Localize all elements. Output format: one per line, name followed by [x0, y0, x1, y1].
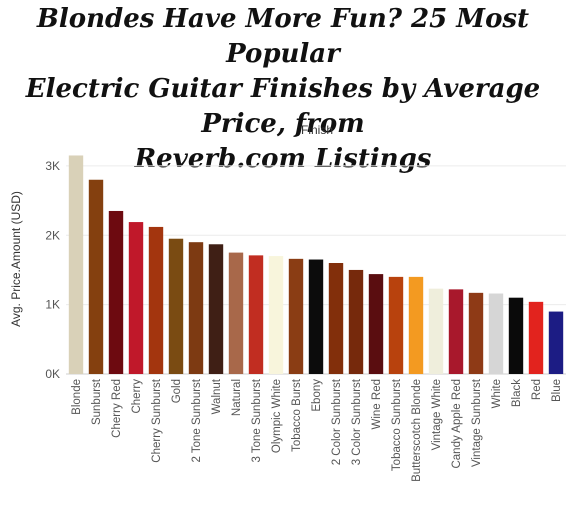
bar — [288, 258, 304, 374]
x-tick-label: Wine Red — [371, 379, 383, 430]
bars — [68, 155, 564, 374]
x-tick-label: White — [491, 379, 503, 408]
x-tick-label: 3 Color Sunburst — [351, 378, 363, 465]
y-axis-title: Avg. Price.Amount (USD) — [9, 191, 23, 327]
x-tick-label: Natural — [231, 379, 243, 416]
bar — [248, 255, 264, 374]
x-tick-label: Tobacco Sunburst — [391, 378, 403, 471]
bar — [188, 242, 204, 374]
y-tick-label: 2K — [45, 228, 60, 242]
bar — [68, 155, 84, 374]
bar — [108, 210, 124, 374]
chart-title: Blondes Have More Fun? 25 Most Popular E… — [0, 2, 566, 177]
title-line-3: Reverb.com Listings — [134, 144, 432, 174]
bar — [388, 276, 404, 374]
bar — [328, 263, 344, 374]
y-axis-ticks: 0K 1K 2K 3K — [45, 159, 60, 381]
title-line-1: Blondes Have More Fun? 25 Most Popular — [36, 4, 530, 69]
x-tick-label: Cherry Sunburst — [151, 378, 163, 463]
bar — [208, 244, 224, 374]
x-tick-label: Candy Apple Red — [451, 379, 463, 469]
bar — [128, 222, 144, 374]
x-tick-label: Vintage White — [431, 379, 443, 450]
x-tick-label: Blonde — [71, 379, 83, 415]
x-tick-label: Butterscotch Blonde — [411, 379, 423, 482]
bar — [88, 179, 104, 374]
bar — [348, 269, 364, 374]
x-tick-label: Cherry — [131, 379, 143, 414]
x-tick-label: 2 Color Sunburst — [331, 378, 343, 465]
x-tick-label: Tobacco Burst — [291, 378, 303, 452]
x-tick-label: Black — [511, 379, 523, 407]
bar — [548, 311, 564, 374]
bar — [368, 274, 384, 374]
x-tick-label: Sunburst — [91, 378, 103, 425]
x-tick-label: Ebony — [311, 379, 323, 412]
x-tick-label: 3 Tone Sunburst — [251, 378, 263, 462]
x-tick-label: Blue — [551, 379, 563, 402]
x-tick-label: Walnut — [211, 378, 223, 414]
x-tick-label: Cherry Red — [111, 379, 123, 438]
bar — [228, 252, 244, 374]
y-tick-label: 0K — [45, 367, 60, 381]
x-tick-label: Gold — [171, 379, 183, 403]
x-axis-labels: Blonde Sunburst Cherry Red Cherry Cherry Sun… — [71, 378, 563, 482]
bar — [488, 293, 504, 374]
bar — [508, 297, 524, 374]
column-header: Finish — [301, 123, 333, 137]
bar — [468, 292, 484, 374]
x-tick-label: 2 Tone Sunburst — [191, 378, 203, 462]
bar — [148, 226, 164, 374]
title-line-2: Electric Guitar Finishes by Average Pric… — [25, 74, 541, 139]
x-tick-label: Vintage Sunburst — [471, 378, 483, 467]
bar — [528, 301, 544, 374]
x-tick-label: Olympic White — [271, 379, 283, 453]
bar — [408, 276, 424, 374]
x-tick-label: Red — [531, 379, 543, 400]
bar — [448, 289, 464, 374]
bar — [268, 256, 284, 374]
y-tick-label: 3K — [45, 159, 60, 173]
bar — [308, 259, 324, 374]
bar — [168, 238, 184, 374]
bar — [428, 288, 444, 374]
y-tick-label: 1K — [45, 298, 60, 312]
